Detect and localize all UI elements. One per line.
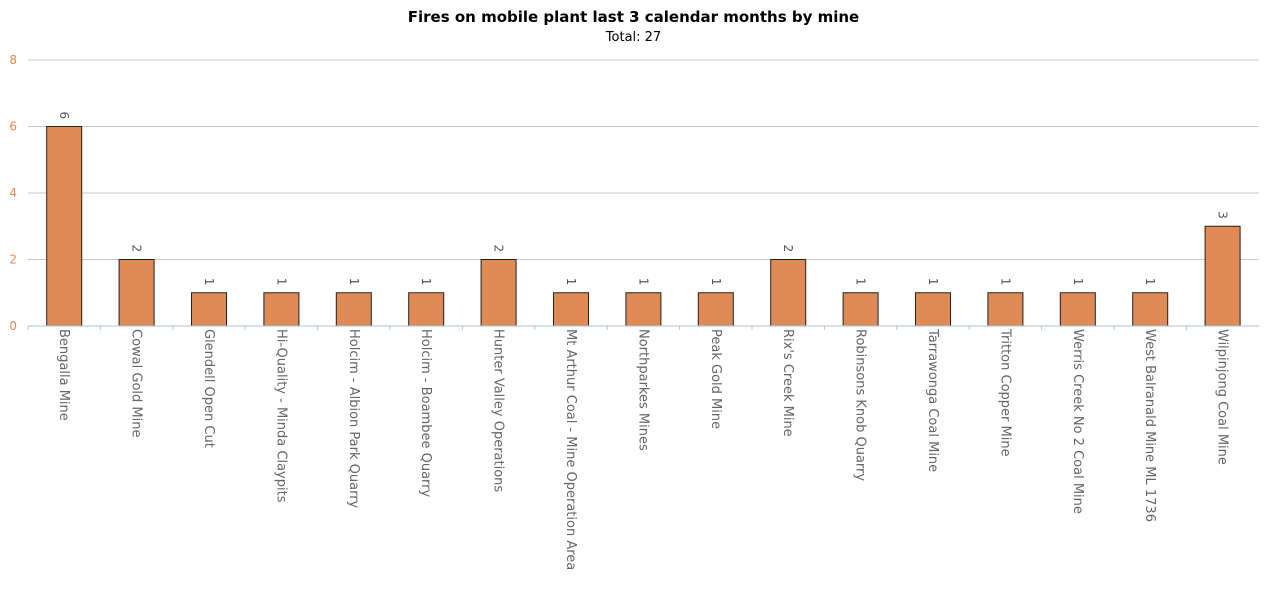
data-label: 1 — [274, 278, 288, 286]
bar — [915, 292, 951, 327]
data-label: 2 — [492, 245, 506, 253]
data-label: 2 — [130, 245, 144, 253]
y-tick-label: 2 — [9, 253, 17, 267]
bar — [480, 259, 517, 327]
x-tick-label: Hi-Quality - Minda Claypits — [273, 329, 288, 503]
data-label: 1 — [854, 278, 868, 286]
bar — [335, 292, 372, 327]
bar — [987, 292, 1024, 327]
x-tick-label: Peak Gold Mine — [708, 329, 723, 429]
bar — [1204, 225, 1241, 327]
y-tick-label: 8 — [9, 53, 17, 67]
x-tick-label: Tarrawonga Coal Mine — [925, 328, 940, 472]
chart-title: Fires on mobile plant last 3 calendar mo… — [407, 8, 860, 26]
data-label: 2 — [781, 245, 795, 253]
x-tick-label: Holcim - Boambee Quarry — [418, 329, 433, 498]
data-label: 1 — [636, 278, 650, 286]
x-tick-label: Werris Creek No 2 Coal Mine — [1070, 329, 1085, 514]
data-label: 1 — [998, 278, 1012, 286]
data-label: 1 — [1143, 278, 1157, 286]
x-tick-label: Bengalla Mine — [56, 329, 71, 421]
bar — [46, 126, 83, 327]
x-tick-label: West Balranald Mine ML 1736 — [1142, 329, 1157, 522]
chart-subtitle: Total: 27 — [605, 30, 662, 45]
bar — [1059, 292, 1096, 327]
x-tick-label: Northparkes Mines — [635, 329, 650, 451]
bar — [408, 292, 445, 327]
bar — [263, 292, 300, 327]
x-tick-label: Cowal Gold Mine — [129, 329, 144, 437]
x-tick-label: Mt Arthur Coal - Mine Operation Area — [563, 329, 578, 570]
x-tick-label: Glendell Open Cut — [201, 329, 216, 448]
bar — [191, 292, 227, 327]
x-tick-label: Robinsons Knob Quarry — [853, 329, 868, 481]
bar — [697, 292, 734, 327]
data-label: 1 — [1071, 278, 1085, 286]
bar — [842, 292, 879, 327]
bar — [625, 292, 662, 327]
bar — [1132, 292, 1169, 327]
x-tick-label: Hunter Valley Operations — [491, 329, 506, 492]
x-tick-label: Wilpinjong Coal Mine — [1215, 329, 1230, 465]
data-label: 1 — [709, 278, 723, 286]
x-tick-label: Tritton Copper Mine — [997, 328, 1012, 457]
data-label: 1 — [347, 278, 361, 286]
data-label: 1 — [202, 278, 216, 286]
data-label: 1 — [419, 278, 433, 286]
y-tick-label: 6 — [9, 120, 17, 134]
data-label: 1 — [564, 278, 578, 286]
x-tick-label: Rix's Creek Mine — [780, 329, 795, 437]
y-tick-label: 0 — [9, 319, 17, 333]
data-label: 1 — [926, 278, 940, 286]
bar — [770, 259, 807, 327]
data-label: 6 — [57, 112, 71, 120]
x-tick-label: Holcim - Albion Park Quarry — [346, 329, 361, 509]
y-tick-label: 4 — [9, 186, 17, 200]
data-label: 3 — [1216, 211, 1230, 219]
bar — [553, 292, 589, 327]
bar — [118, 259, 155, 327]
